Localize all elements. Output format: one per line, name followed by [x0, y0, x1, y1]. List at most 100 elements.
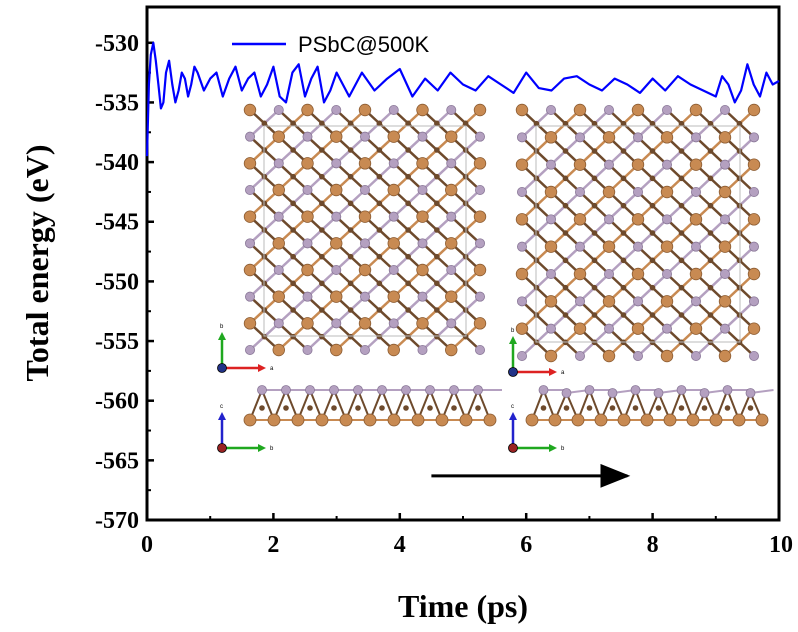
axis-origin	[217, 443, 227, 453]
series-line	[145, 41, 780, 157]
atom-p	[747, 103, 761, 117]
atom-c	[290, 307, 296, 313]
atom-p	[571, 413, 585, 427]
axis-letter: a	[561, 370, 565, 376]
atom-c	[632, 405, 639, 411]
atom-c	[290, 280, 296, 287]
atom-sb	[417, 291, 428, 302]
atom-c	[347, 147, 354, 153]
atom-sb	[359, 238, 370, 249]
atom-c	[355, 405, 361, 411]
atom-c	[347, 280, 354, 287]
atom-p	[573, 267, 587, 281]
atom-c	[405, 147, 411, 153]
atom-sb	[388, 318, 399, 329]
atom-p	[330, 343, 343, 357]
atom-sb	[749, 132, 760, 143]
y-tick-label: -545	[95, 210, 139, 236]
atom-p	[330, 290, 343, 303]
atom-p	[660, 240, 674, 253]
atom-c	[707, 202, 714, 209]
atom-p	[411, 413, 425, 427]
atom-sb	[720, 214, 731, 225]
atom-p	[301, 263, 314, 277]
atom-sb	[633, 350, 644, 361]
atom-p	[718, 349, 732, 363]
atom-sb	[331, 318, 342, 329]
atom-p	[272, 130, 285, 143]
atom-p	[718, 131, 732, 144]
atom-sb	[474, 291, 485, 302]
atom-c	[347, 253, 354, 260]
axis-vertical-head	[218, 332, 226, 340]
atom-p	[445, 237, 458, 250]
atom-p	[544, 131, 558, 144]
atom-p	[718, 240, 732, 253]
atom-c	[403, 405, 409, 411]
atom-c	[319, 333, 325, 340]
atom-p	[747, 158, 761, 171]
atom-sb	[517, 186, 528, 197]
atom-c	[405, 253, 411, 260]
axis-letter: c	[220, 404, 223, 410]
atom-p	[602, 295, 616, 308]
atom-sb	[474, 238, 485, 249]
atom-p	[358, 263, 372, 277]
atom-c	[405, 227, 411, 233]
atom-sb	[359, 291, 370, 302]
atom-sb	[722, 385, 733, 395]
atom-c	[434, 120, 440, 127]
atom-sb	[517, 132, 528, 143]
atom-c	[562, 202, 569, 209]
atom-c	[591, 284, 598, 291]
axis-letter: b	[270, 446, 274, 452]
atom-sb	[604, 323, 615, 334]
atom-c	[649, 230, 656, 236]
atom-p	[358, 210, 372, 223]
atom-c	[434, 173, 440, 180]
atom-sb	[720, 323, 731, 334]
atom-sb	[425, 385, 435, 395]
atom-c	[620, 202, 627, 209]
atom-p	[544, 295, 558, 308]
axis-horizontal-head	[258, 444, 266, 452]
atom-sb	[720, 159, 731, 170]
atom-sb	[359, 184, 370, 195]
atom-sb	[691, 350, 702, 361]
atom-sb	[630, 385, 641, 395]
atom-p	[387, 343, 400, 357]
atom-sb	[633, 296, 644, 307]
atom-sb	[691, 132, 702, 143]
atom-p	[573, 213, 587, 226]
atom-c	[376, 227, 383, 233]
atom-c	[434, 307, 440, 313]
atom-c	[591, 175, 598, 182]
axis-horizontal-head	[549, 368, 557, 376]
atom-c	[540, 405, 547, 411]
atom-c	[347, 200, 354, 207]
atom-c	[347, 120, 354, 127]
atom-c	[434, 280, 440, 287]
atom-sb	[584, 385, 595, 395]
atom-c	[620, 148, 627, 154]
atom-p	[473, 157, 487, 170]
atom-c	[290, 200, 296, 207]
atom-c	[405, 333, 411, 340]
atom-c	[533, 120, 540, 127]
atom-sb	[604, 159, 615, 170]
atom-c	[319, 147, 325, 153]
atom-c	[609, 405, 616, 411]
atom-sb	[575, 350, 586, 361]
atom-c	[376, 173, 383, 180]
atom-c	[405, 280, 411, 287]
atom-p	[330, 183, 343, 197]
atom-p	[544, 185, 558, 199]
atom-p	[747, 213, 761, 226]
crystal-structure-insets: b a c b b a c b	[217, 103, 774, 453]
atom-c	[405, 173, 411, 180]
atom-p	[243, 103, 257, 117]
atom-p	[301, 103, 314, 117]
legend-label: PSbC@500K	[298, 32, 430, 57]
atom-c	[562, 175, 569, 182]
